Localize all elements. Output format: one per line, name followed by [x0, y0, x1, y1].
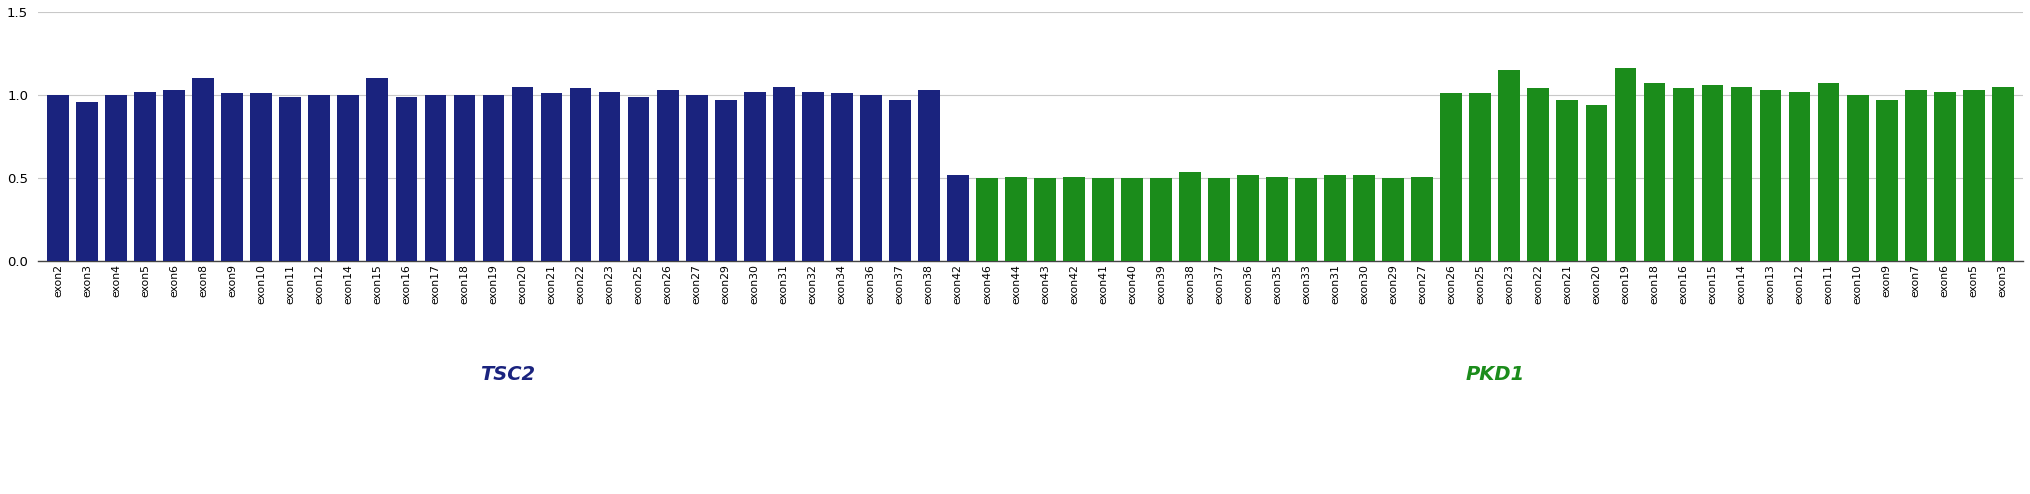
Bar: [250, 93, 272, 261]
Bar: [193, 79, 213, 261]
Bar: [367, 79, 388, 261]
Bar: [715, 100, 737, 261]
Bar: [658, 90, 678, 261]
Bar: [1064, 177, 1084, 261]
Bar: [424, 95, 447, 261]
Bar: [337, 95, 359, 261]
Bar: [1179, 171, 1202, 261]
Bar: [1788, 92, 1811, 261]
Bar: [1267, 177, 1287, 261]
Bar: [483, 95, 503, 261]
Bar: [1295, 178, 1317, 261]
Bar: [1614, 69, 1636, 261]
Bar: [1701, 85, 1723, 261]
Bar: [221, 93, 244, 261]
Bar: [1411, 177, 1433, 261]
Bar: [1121, 178, 1143, 261]
Bar: [1151, 178, 1171, 261]
Bar: [1498, 70, 1520, 261]
Bar: [686, 95, 708, 261]
Bar: [134, 92, 156, 261]
Bar: [1527, 88, 1549, 261]
Bar: [162, 90, 185, 261]
Bar: [1005, 177, 1027, 261]
Bar: [540, 93, 562, 261]
Bar: [1585, 105, 1608, 261]
Bar: [570, 88, 591, 261]
Bar: [1208, 178, 1230, 261]
Bar: [1963, 90, 1985, 261]
Bar: [889, 100, 911, 261]
Bar: [918, 90, 940, 261]
Bar: [1760, 90, 1782, 261]
Bar: [861, 95, 881, 261]
Bar: [512, 87, 534, 261]
Bar: [946, 175, 968, 261]
Bar: [1092, 178, 1114, 261]
Bar: [77, 102, 97, 261]
Bar: [1732, 87, 1752, 261]
Bar: [280, 97, 300, 261]
Bar: [453, 95, 475, 261]
Bar: [1817, 83, 1839, 261]
Bar: [1441, 93, 1462, 261]
Bar: [1673, 88, 1695, 261]
Bar: [396, 97, 418, 261]
Bar: [1935, 92, 1955, 261]
Bar: [106, 95, 128, 261]
Bar: [830, 93, 853, 261]
Bar: [743, 92, 765, 261]
Bar: [1382, 178, 1405, 261]
Bar: [1847, 95, 1868, 261]
Bar: [1876, 100, 1898, 261]
Bar: [1470, 93, 1492, 261]
Bar: [1324, 175, 1346, 261]
Bar: [1904, 90, 1926, 261]
Bar: [599, 92, 621, 261]
Bar: [976, 178, 999, 261]
Bar: [309, 95, 331, 261]
Bar: [773, 87, 794, 261]
Bar: [1991, 87, 2014, 261]
Bar: [47, 95, 69, 261]
Bar: [1354, 175, 1374, 261]
Bar: [1557, 100, 1577, 261]
Bar: [1644, 83, 1665, 261]
Bar: [1236, 175, 1259, 261]
Bar: [627, 97, 650, 261]
Bar: [1033, 178, 1056, 261]
Bar: [802, 92, 824, 261]
Text: TSC2: TSC2: [481, 365, 536, 383]
Text: PKD1: PKD1: [1466, 365, 1525, 383]
